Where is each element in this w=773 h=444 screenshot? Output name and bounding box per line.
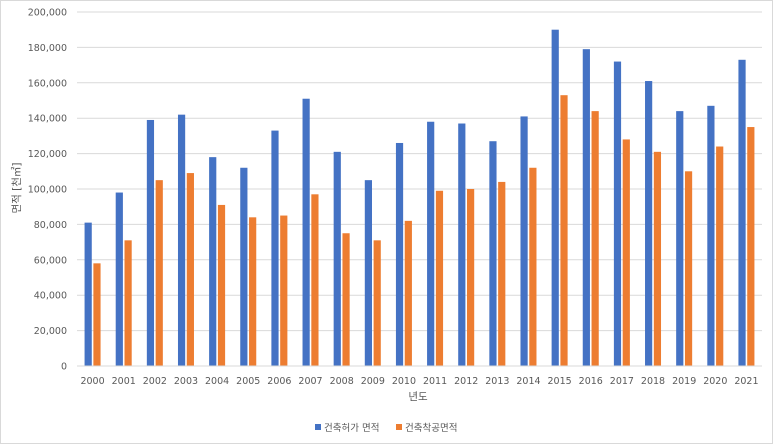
x-tick-label: 2011 (423, 376, 447, 387)
x-axis-ticks: 2000 2001 2002 2003 2004 2005 2006 2007 2008 2009… (80, 376, 758, 387)
y-axis-title: 면적 [천㎡] (11, 162, 23, 213)
bar-start-2014 (529, 167, 537, 366)
x-tick-label: 2018 (641, 376, 665, 387)
bar-permit-2012 (458, 123, 466, 366)
bar-permit-2009 (364, 180, 372, 366)
bar-permit-2020 (707, 105, 715, 366)
x-tick-label: 2003 (174, 376, 198, 387)
bar-permit-2016 (582, 49, 590, 367)
bar-start-2017 (622, 139, 630, 366)
y-tick-label: 80,000 (34, 220, 67, 231)
y-tick-label: 20,000 (34, 326, 67, 337)
x-tick-label: 2021 (734, 376, 758, 387)
bar-start-2019 (684, 171, 693, 366)
bar-permit-2003 (177, 114, 186, 366)
bar-start-2005 (249, 217, 257, 366)
y-axis-ticks: 0 20,000 40,000 60,000 80,000 100,000 120,000 1… (28, 8, 67, 373)
bar-start-2003 (186, 173, 194, 366)
x-tick-label: 2013 (485, 376, 509, 387)
x-tick-label: 2014 (516, 376, 540, 387)
x-tick-label: 2009 (361, 376, 385, 387)
y-tick-label: 200,000 (28, 8, 67, 19)
bar-permit-2008 (333, 151, 341, 366)
bar-permit-2017 (613, 61, 622, 367)
bar-permit-2006 (271, 130, 279, 366)
y-tick-label: 140,000 (28, 114, 67, 125)
bar-permit-2018 (645, 81, 653, 366)
bar-start-2012 (467, 189, 475, 366)
x-tick-label: 2004 (205, 376, 229, 387)
x-tick-label: 2010 (392, 376, 416, 387)
x-tick-label: 2016 (579, 376, 603, 387)
bar-start-2021 (747, 127, 755, 366)
bar-permit-2002 (146, 119, 155, 366)
bar-permit-2011 (427, 121, 435, 367)
x-tick-label: 2002 (143, 376, 167, 387)
bar-start-2011 (435, 190, 444, 366)
y-tick-label: 40,000 (34, 291, 67, 302)
y-tick-label: 60,000 (34, 255, 67, 266)
y-tick-label: 160,000 (28, 78, 67, 89)
x-tick-label: 2020 (703, 376, 727, 387)
y-tick-label: 180,000 (28, 43, 67, 54)
bar-start-2000 (93, 263, 101, 366)
bar-start-2001 (124, 240, 132, 366)
legend-label-start: 건축착공면적 (405, 422, 457, 434)
bar-start-2006 (280, 215, 288, 366)
bar-permit-2019 (676, 111, 684, 367)
x-tick-label: 2008 (330, 376, 354, 387)
bar-permit-2021 (738, 59, 746, 366)
y-tick-label: 120,000 (28, 149, 67, 160)
bar-start-2018 (653, 151, 662, 366)
bar-permit-2013 (489, 141, 497, 366)
bar-start-2013 (498, 181, 506, 366)
bar-series (84, 29, 755, 367)
bar-permit-2014 (520, 116, 528, 367)
x-tick-label: 2006 (267, 376, 291, 387)
x-tick-label: 2015 (548, 376, 572, 387)
bar-start-2010 (404, 220, 412, 366)
legend-label-permit: 건축허가 면적 (324, 422, 379, 434)
x-tick-label: 2000 (80, 376, 104, 387)
bar-permit-2015 (551, 29, 559, 366)
bar-start-2009 (373, 240, 381, 366)
y-tick-label: 100,000 (28, 185, 67, 196)
x-tick-label: 2017 (610, 376, 634, 387)
bar-start-2016 (591, 111, 599, 367)
bar-start-2015 (560, 95, 568, 366)
x-tick-label: 2007 (298, 376, 322, 387)
bar-permit-2007 (302, 98, 310, 366)
y-tick-label: 0 (61, 362, 67, 373)
bar-start-2002 (155, 180, 163, 366)
bar-start-2008 (342, 233, 350, 366)
x-tick-label: 2001 (112, 376, 136, 387)
x-axis-title: 년도 (408, 391, 428, 403)
legend-swatch-permit (315, 424, 321, 430)
bar-permit-2010 (395, 142, 404, 366)
bar-start-2020 (716, 146, 724, 366)
bar-start-2004 (217, 204, 226, 366)
x-tick-label: 2005 (236, 376, 260, 387)
bar-permit-2001 (115, 192, 123, 366)
legend: 건축허가 면적 건축착공면적 (315, 422, 457, 434)
legend-swatch-start (396, 424, 402, 430)
bar-permit-2004 (209, 157, 217, 366)
bar-start-2007 (311, 194, 319, 366)
x-tick-label: 2012 (454, 376, 478, 387)
x-tick-label: 2019 (672, 376, 696, 387)
bar-permit-2000 (84, 222, 92, 366)
bar-permit-2005 (240, 167, 248, 366)
